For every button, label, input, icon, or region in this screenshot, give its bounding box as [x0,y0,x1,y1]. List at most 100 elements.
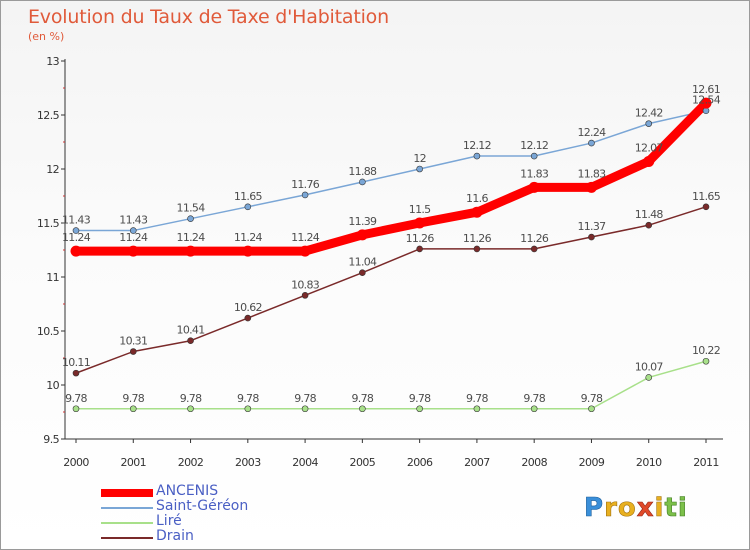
data-point [72,405,80,413]
data-label: 11.26 [520,232,549,245]
data-label: 11.43 [62,214,91,227]
x-tick-label: 2009 [579,456,605,469]
data-point [700,97,712,109]
data-point [359,405,366,413]
x-tick-label: 2001 [120,456,146,469]
data-point [301,405,309,413]
data-label: 12.24 [577,126,606,139]
data-label: 10.07 [635,360,664,373]
data-label: 11.6 [466,192,488,205]
data-label: 11.48 [635,208,664,221]
data-label: 12 [413,152,426,165]
data-point [416,405,423,413]
data-point [702,203,710,211]
data-point [129,348,137,355]
data-point [530,245,538,253]
data-label: 12.42 [635,107,663,120]
data-point [588,405,595,413]
x-tick-label: 2011 [693,456,719,469]
x-tick-label: 2003 [235,456,261,469]
data-label: 11.24 [119,231,148,244]
data-label: 11.83 [520,167,549,180]
series-line-1 [75,109,707,232]
data-label: 12.07 [635,141,664,154]
chart-title: Evolution du Taux de Taxe d'Habitation [28,6,389,28]
data-point [645,374,653,381]
legend-swatch-lire [101,522,153,524]
data-label: 9.78 [180,392,202,405]
data-point [244,405,252,413]
data-point [244,314,252,322]
series-line-2 [75,360,707,410]
data-point [70,245,82,257]
data-point [244,203,252,211]
y-tick-label: 10 [46,379,59,392]
y-tick-label: 11 [46,271,59,284]
data-label: 11.54 [177,202,206,215]
data-point [528,181,540,193]
legend-label-drain: Drain [156,528,194,544]
data-point [585,181,597,193]
data-label: 11.26 [406,232,435,245]
data-point [416,165,423,173]
x-tick-label: 2008 [521,456,547,469]
data-label: 11.39 [348,215,377,228]
data-label: 9.78 [409,392,431,405]
data-point [72,227,80,234]
legend-label-lire: Liré [156,513,182,529]
legend-label-ancenis: ANCENIS [156,483,219,499]
data-label: 9.78 [122,392,144,405]
data-label: 10.11 [62,356,90,369]
data-label: 11.5 [409,203,431,216]
data-point [645,221,653,229]
data-point [187,337,194,345]
data-label: 11.26 [463,232,492,245]
data-label: 11.65 [234,190,263,203]
data-label: 11.43 [119,214,148,227]
x-tick-label: 2010 [636,456,662,469]
data-label: 9.78 [523,392,545,405]
data-point [185,245,197,257]
data-point [645,120,653,127]
data-label: 12.12 [463,139,491,152]
x-tick-label: 2004 [292,456,318,469]
data-point [588,233,595,241]
x-tick-label: 2000 [63,456,89,469]
data-label: 11.04 [348,256,377,269]
data-point [129,227,137,234]
data-label: 11.24 [291,231,320,244]
data-label: 10.22 [692,344,720,357]
data-label: 11.88 [348,165,377,178]
data-label: 10.83 [291,278,320,291]
data-point [356,229,368,241]
data-label: 9.78 [581,392,603,405]
data-point [127,245,139,257]
data-label: 11.76 [291,178,320,191]
x-tick-label: 2002 [178,456,204,469]
data-point [530,152,538,160]
data-point [471,206,483,218]
data-point [702,357,710,365]
chart-subtitle: (en %) [28,30,65,43]
data-label: 11.24 [62,231,91,244]
proxiti-logo: Proxiti [584,493,687,524]
data-label: 11.37 [577,220,606,233]
data-label: 9.78 [65,392,87,405]
x-tick-label: 2006 [407,456,433,469]
y-tick-label: 10.5 [37,325,60,338]
data-point [187,405,194,413]
data-point [414,217,426,229]
data-label: 9.78 [237,392,259,405]
data-point [359,269,366,276]
data-label: 11.24 [234,231,263,244]
data-label: 12.54 [692,94,721,107]
legend-swatch-ancenis [101,489,153,497]
data-label: 11.83 [577,167,606,180]
data-point [473,152,481,160]
series-line-0 [71,98,711,256]
series-points [70,97,712,413]
data-point [588,139,595,147]
data-point [72,369,80,377]
